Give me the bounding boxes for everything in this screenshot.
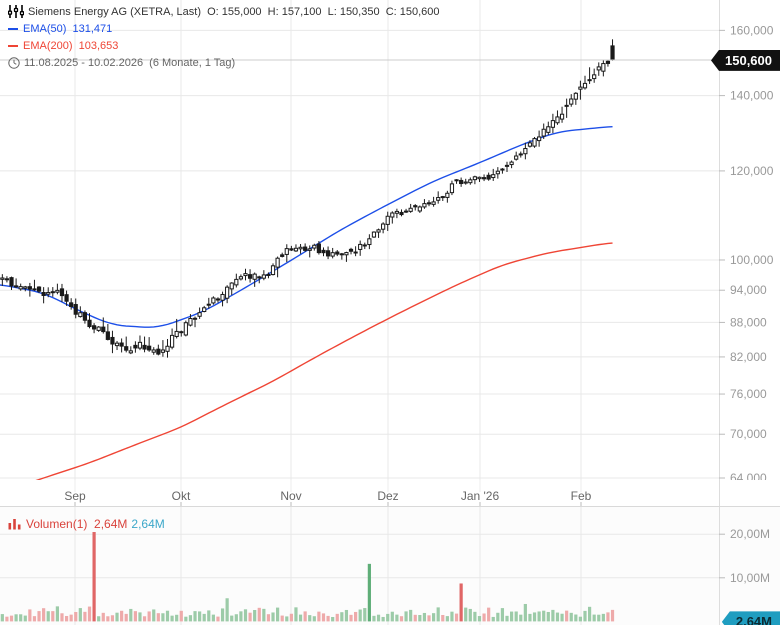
svg-text:Dez: Dez (377, 489, 398, 503)
svg-text:76,000: 76,000 (730, 387, 767, 401)
svg-text:140,000: 140,000 (730, 89, 774, 103)
svg-text:70,000: 70,000 (730, 427, 767, 441)
svg-text:Sep: Sep (64, 489, 86, 503)
svg-text:120,000: 120,000 (730, 164, 774, 178)
svg-text:94,000: 94,000 (730, 283, 767, 297)
svg-text:Nov: Nov (280, 489, 301, 503)
svg-text:64,000: 64,000 (730, 471, 767, 480)
svg-text:Okt: Okt (172, 489, 191, 503)
svg-text:160,000: 160,000 (730, 23, 774, 37)
svg-text:100,000: 100,000 (730, 253, 774, 267)
svg-text:10,00M: 10,00M (730, 571, 770, 585)
svg-text:82,000: 82,000 (730, 350, 767, 364)
svg-text:Feb: Feb (571, 489, 592, 503)
svg-text:Jan '26: Jan '26 (461, 489, 500, 503)
svg-text:20,00M: 20,00M (730, 527, 770, 541)
svg-text:88,000: 88,000 (730, 315, 767, 329)
